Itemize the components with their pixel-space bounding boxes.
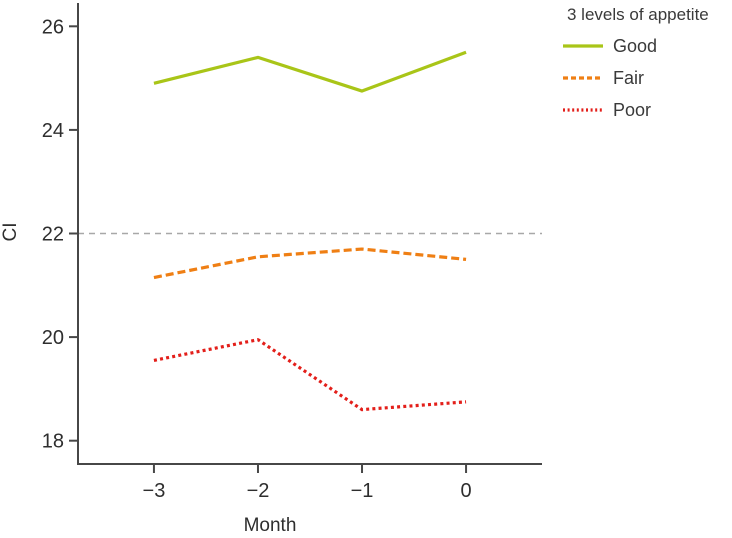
x-tick-label: −1 (351, 480, 374, 502)
y-tick-label: 20 (42, 327, 64, 349)
series-line-fair (153, 247, 467, 280)
series-line-poor (153, 338, 467, 412)
x-tick-label: 0 (460, 480, 471, 502)
y-tick-label: 24 (42, 120, 64, 142)
legend-line-icon-fair (563, 76, 603, 80)
legend-title: 3 levels of appetite (567, 5, 709, 24)
y-tick-label: 26 (42, 16, 64, 38)
legend-label-fair: Fair (613, 67, 644, 88)
legend-item-fair: Fair (563, 62, 732, 94)
legend-item-good: Good (563, 30, 732, 62)
x-tick-label: −2 (247, 480, 270, 502)
legend-line-icon-good (563, 44, 603, 48)
legend-line-icon-poor (563, 108, 603, 112)
y-tick-label: 18 (42, 431, 64, 453)
legend-label-good: Good (613, 35, 658, 56)
y-tick-label: 22 (42, 224, 64, 246)
y-axis-title: CI (0, 222, 21, 242)
x-tick-label: −3 (143, 480, 166, 502)
x-axis-title: Month (243, 515, 297, 536)
series-line-good (153, 50, 467, 93)
legend-label-poor: Poor (613, 99, 652, 120)
legend: 3 levels of appetite Good Fair Poor (563, 5, 732, 126)
legend-item-poor: Poor (563, 94, 732, 126)
